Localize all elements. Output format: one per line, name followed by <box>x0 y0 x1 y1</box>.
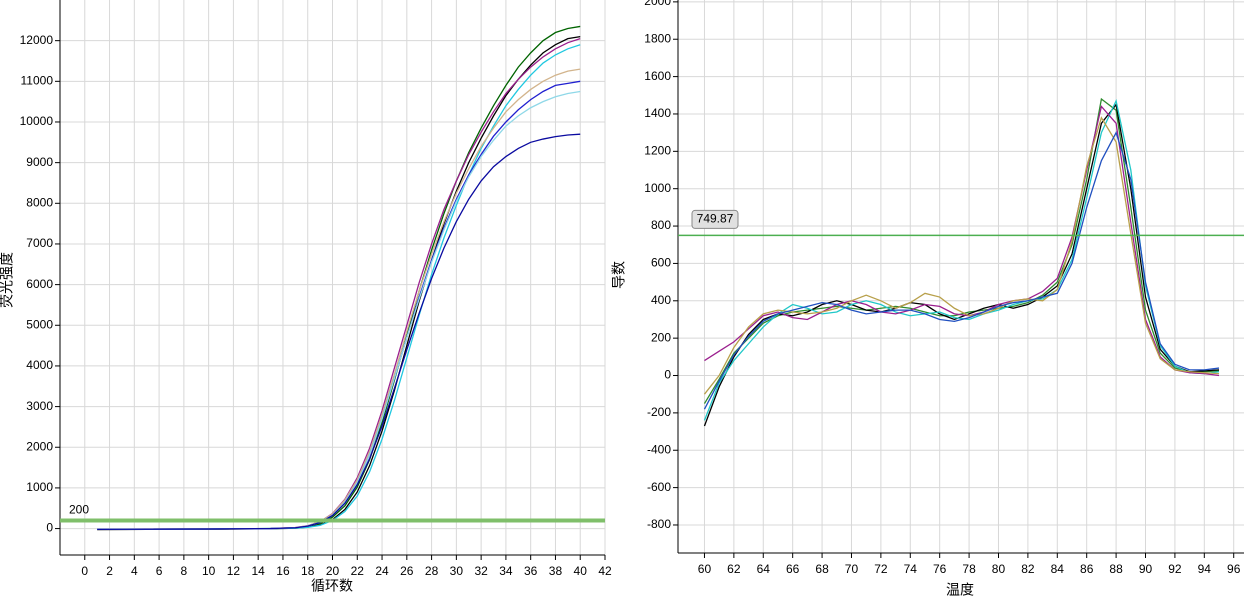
x-axis-title: 循环数 <box>311 578 353 594</box>
x-tick-label: 38 <box>549 564 563 578</box>
series-line <box>97 133 581 531</box>
x-tick-label: 88 <box>1109 562 1123 576</box>
x-tick-label: 22 <box>351 564 365 578</box>
y-tick-label: 800 <box>651 218 671 232</box>
x-tick-label: 2 <box>106 564 113 578</box>
series-line <box>703 98 1220 421</box>
plot-area <box>678 0 1244 553</box>
x-tick-label: 20 <box>326 564 340 578</box>
y-tick-label: -800 <box>647 517 671 531</box>
x-tick-label: 42 <box>598 564 612 578</box>
x-tick-label: 92 <box>1168 562 1182 576</box>
x-tick-label: 24 <box>375 564 389 578</box>
x-tick-label: 74 <box>904 562 918 576</box>
x-tick-label: 6 <box>156 564 163 578</box>
x-tick-label: 94 <box>1198 562 1212 576</box>
y-tick-label: 7000 <box>26 236 53 250</box>
y-tick-label: 1600 <box>644 69 671 83</box>
x-tick-label: 8 <box>181 564 188 578</box>
x-tick-label: 60 <box>698 562 712 576</box>
series-line <box>703 97 1220 404</box>
series-line <box>704 105 1220 377</box>
x-tick-label: 90 <box>1139 562 1153 576</box>
y-tick-label: 1800 <box>644 31 671 45</box>
y-tick-label: 0 <box>46 521 53 535</box>
x-tick-label: 12 <box>227 564 241 578</box>
y-tick-label: 5000 <box>26 317 53 331</box>
y-tick-label: 600 <box>651 256 671 270</box>
x-tick-label: 96 <box>1227 562 1241 576</box>
threshold-box <box>691 209 739 229</box>
threshold-label: 749.87 <box>697 212 734 226</box>
x-tick-label: 72 <box>874 562 888 576</box>
y-tick-label: 6000 <box>26 277 53 291</box>
x-tick-label: 70 <box>845 562 859 576</box>
y-axis-title: 导数 <box>611 261 627 289</box>
x-tick-label: 26 <box>400 564 414 578</box>
y-tick-label: 1000 <box>26 480 53 494</box>
y-tick-label: 1000 <box>644 181 671 195</box>
x-axis-title: 温度 <box>946 582 974 598</box>
y-tick-label: 1200 <box>644 143 671 157</box>
y-tick-label: 2000 <box>26 439 53 453</box>
x-tick-label: 30 <box>450 564 464 578</box>
threshold-label: 200 <box>69 503 89 517</box>
x-tick-label: 62 <box>727 562 741 576</box>
x-tick-label: 64 <box>757 562 771 576</box>
series-line <box>703 130 1220 410</box>
y-tick-label: 9000 <box>26 155 53 169</box>
y-tick-label: -200 <box>647 405 671 419</box>
y-tick-label: 4000 <box>26 358 53 372</box>
series-line <box>97 44 581 531</box>
y-tick-label: 3000 <box>26 399 53 413</box>
y-tick-label: 12000 <box>20 33 54 47</box>
x-tick-label: 76 <box>933 562 947 576</box>
x-tick-label: 40 <box>574 564 588 578</box>
x-tick-label: 82 <box>1021 562 1035 576</box>
y-tick-label: 10000 <box>20 114 54 128</box>
x-tick-label: 4 <box>131 564 138 578</box>
x-tick-label: 18 <box>301 564 315 578</box>
x-tick-label: 32 <box>474 564 488 578</box>
x-tick-label: 28 <box>425 564 439 578</box>
x-tick-label: 66 <box>786 562 800 576</box>
y-tick-label: 2000 <box>644 0 671 8</box>
x-tick-label: 10 <box>202 564 216 578</box>
series-line <box>703 103 1220 427</box>
x-tick-label: 86 <box>1080 562 1094 576</box>
x-tick-label: 14 <box>252 564 266 578</box>
x-tick-label: 78 <box>962 562 976 576</box>
x-tick-label: 80 <box>992 562 1006 576</box>
x-tick-label: 16 <box>276 564 290 578</box>
y-tick-label: -400 <box>647 442 671 456</box>
y-tick-label: -600 <box>647 480 671 494</box>
y-tick-label: 1400 <box>644 106 671 120</box>
y-tick-label: 400 <box>651 293 671 307</box>
x-tick-label: 36 <box>524 564 538 578</box>
x-tick-label: 68 <box>815 562 829 576</box>
series-line <box>703 116 1220 395</box>
x-tick-label: 34 <box>499 564 513 578</box>
x-tick-label: 0 <box>81 564 88 578</box>
y-tick-label: 11000 <box>21 73 54 87</box>
y-tick-label: 200 <box>651 330 671 344</box>
y-tick-label: 8000 <box>26 195 53 209</box>
y-tick-label: 0 <box>664 368 671 382</box>
x-tick-label: 84 <box>1051 562 1065 576</box>
y-axis-title: 荧光强度 <box>0 252 15 308</box>
